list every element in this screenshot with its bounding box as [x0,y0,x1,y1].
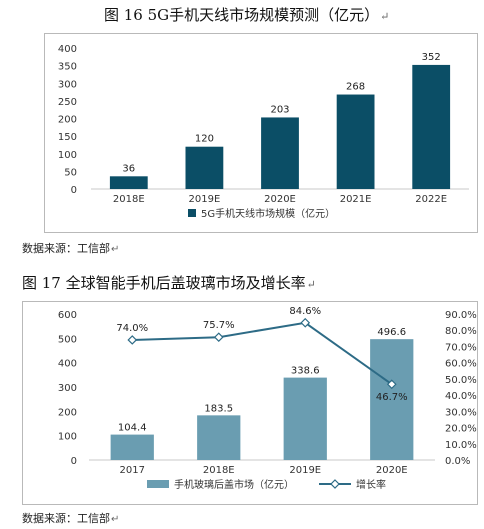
line-data-label: 46.7% [376,392,408,403]
y-left-tick-label: 0 [71,456,77,467]
data-label: 352 [422,52,441,63]
x-tick-label: 2022E [415,194,447,205]
paragraph-mark-icon: ↵ [111,514,120,525]
line-data-label: 84.6% [289,306,321,317]
y-tick-label: 350 [58,62,77,73]
bar [197,415,241,460]
line-point [386,379,397,390]
line-data-label: 74.0% [116,323,148,334]
paragraph-mark-icon: ↵ [111,244,120,255]
bar [283,377,327,460]
x-tick-label: 2021E [340,194,372,205]
legend-label-line: 增长率 [356,478,386,491]
line-point [127,335,138,345]
data-label: 268 [346,82,365,93]
y-left-tick-label: 500 [58,334,77,345]
y-tick-label: 0 [71,185,77,196]
legend-label: 5G手机天线市场规模（亿元） [201,207,335,220]
x-tick-label: 2020E [376,465,408,476]
data-label: 120 [195,134,214,145]
bar [185,146,224,189]
y-left-tick-label: 300 [58,383,77,394]
x-tick-label: 2020E [264,194,296,205]
paragraph-mark-icon: ↵ [306,278,316,291]
y-right-tick-label: 90.0% [445,310,477,321]
y-tick-label: 250 [58,97,77,108]
figure-17-chart: 0 100 200 300 400 500 600 0.0% 10.0% 20.0% 30.0% 40… [22,301,478,505]
figure-16-chart: 0 50 100 150 200 250 300 350 400 36 2018E 120 2019E 2… [44,33,478,233]
figure-16-source: 数据来源：工信部↵ [22,242,120,255]
legend-swatch-bar [147,480,169,488]
y-right-tick-label: 60.0% [445,359,477,370]
y-left-tick-label: 400 [58,359,77,370]
x-tick-label: 2017 [120,465,145,476]
bar [261,117,299,189]
y-right-tick-label: 70.0% [445,342,477,353]
data-label: 203 [270,104,289,115]
bar [110,434,154,460]
figure-17-svg: 0 100 200 300 400 500 600 0.0% 10.0% 20.0% 30.0% 40… [58,306,477,491]
line-point [213,332,224,343]
bar-data-label: 104.4 [118,423,147,434]
paragraph-mark-icon: ↵ [380,10,390,23]
y-tick-label: 400 [58,44,77,55]
figure-17-title: 图 17 全球智能手机后盖玻璃市场及增长率↵ [22,274,316,292]
figure-16-svg: 0 50 100 150 200 250 300 350 400 36 2018E 120 2019E 2… [58,44,469,220]
legend-swatch [188,209,196,217]
legend-marker-line [330,479,340,489]
growth-rate-line [132,321,393,386]
y-left-tick-label: 600 [58,310,77,321]
y-right-tick-label: 80.0% [445,326,477,337]
y-tick-label: 50 [64,167,77,178]
bar-data-label: 183.5 [204,403,233,414]
y-tick-label: 150 [58,132,77,143]
x-tick-label: 2019E [289,465,321,476]
bar-data-label: 496.6 [377,327,406,338]
y-right-tick-label: 30.0% [445,407,477,418]
bar [370,339,414,460]
bar [336,94,375,189]
figure-17-source: 数据来源：工信部↵ [22,512,120,525]
x-tick-label: 2018E [113,194,145,205]
y-tick-label: 100 [58,150,77,161]
line-data-label: 75.7% [203,320,235,331]
y-left-tick-label: 100 [58,432,77,443]
figure-16-title: 图 16 5G手机天线市场规模预测（亿元）↵ [104,6,390,24]
data-label: 36 [122,163,135,174]
bar [412,64,451,189]
y-right-tick-label: 50.0% [445,375,477,386]
bar-data-label: 338.6 [291,366,320,377]
y-left-tick-label: 200 [58,407,77,418]
line-point [300,317,311,328]
y-right-tick-label: 0.0% [445,456,470,467]
y-tick-label: 300 [58,79,77,90]
x-tick-label: 2019E [189,194,221,205]
legend-label-bar: 手机玻璃后盖市场（亿元） [174,478,294,491]
x-tick-label: 2018E [203,465,235,476]
y-right-tick-label: 20.0% [445,424,477,435]
bar [109,176,148,189]
y-right-tick-label: 10.0% [445,440,477,451]
y-right-tick-label: 40.0% [445,391,477,402]
y-tick-label: 200 [58,115,77,126]
